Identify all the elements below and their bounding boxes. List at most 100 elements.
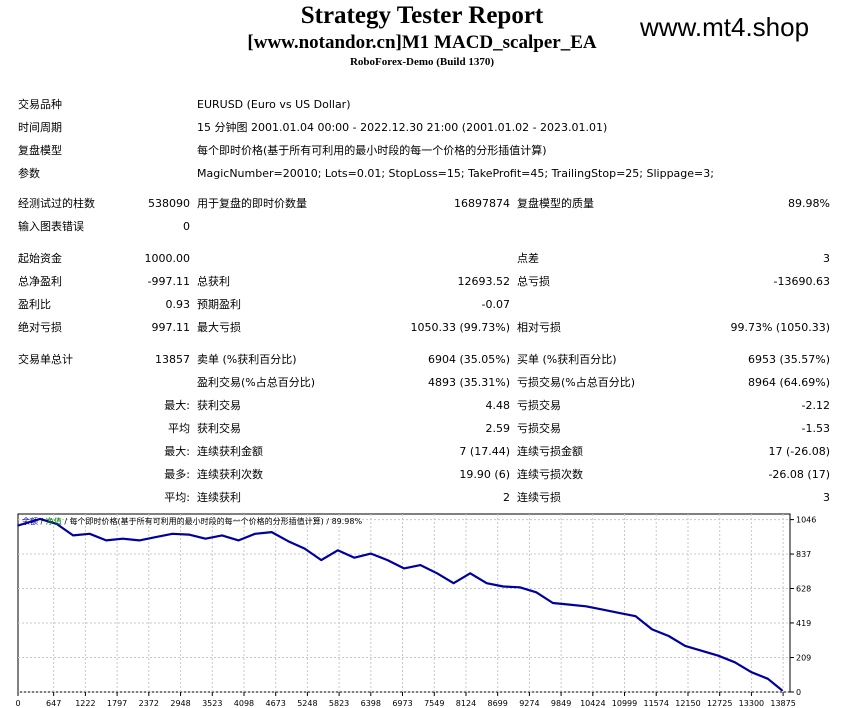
balance-point	[270, 531, 273, 533]
balance-point	[72, 534, 74, 537]
x-tick-label: 12725	[707, 699, 732, 708]
ticks-label: 用于复盘的即时价数量	[197, 197, 307, 210]
expected-payoff-label: 预期盈利	[197, 298, 241, 311]
avg2-label: 平均:	[164, 491, 190, 504]
balance-point	[684, 645, 687, 647]
max-cons-profit-label: 连续获利次数	[197, 468, 263, 481]
balance-point	[585, 605, 587, 608]
legend-description: / 每个即时价格(基于所有可利用的最小时段的每一个价格的分形插值计算) / 89…	[62, 516, 363, 526]
max-label: 最大:	[164, 445, 190, 458]
balance-point	[750, 671, 753, 674]
balance-chart: 余额 / 净值 / 每个即时价格(基于所有可利用的最小时段的每一个价格的分形插值…	[15, 513, 816, 708]
errors-value: 0	[183, 220, 190, 233]
x-tick-label: 1222	[75, 699, 95, 708]
profit-trades-label: 盈利交易(%占总百分比)	[197, 376, 316, 389]
balance-point	[552, 602, 554, 604]
max-drawdown-label: 最大亏损	[197, 321, 241, 334]
profit-factor-label: 盈利比	[18, 298, 51, 311]
gross-profit-label: 总获利	[197, 275, 230, 288]
legend-equity: 净值	[46, 516, 62, 526]
quality-label: 复盘模型的质量	[517, 197, 594, 210]
balance-point	[105, 539, 108, 542]
balance-point	[39, 518, 41, 520]
spread-value: 3	[823, 252, 830, 265]
y-tick-label: 419	[796, 619, 811, 628]
balance-point	[634, 615, 637, 617]
max-cons-wins-value: 7 (17.44)	[459, 445, 510, 458]
params-value: MagicNumber=20010; Lots=0.01; StopLoss=1…	[197, 167, 714, 180]
balance-point	[781, 689, 783, 692]
balance-point	[403, 567, 405, 570]
x-tick-label: 0	[15, 699, 20, 708]
long-trades-label: 买单 (%获利百分比)	[517, 353, 617, 366]
avg-cons-losses-value: 3	[823, 491, 830, 504]
deposit-label: 起始资金	[18, 252, 62, 265]
net-profit-label: 总净盈利	[18, 275, 62, 288]
x-tick-label: 11574	[643, 699, 668, 708]
total-trades-label: 交易单总计	[18, 353, 73, 366]
x-tick-label: 2372	[139, 699, 159, 708]
x-tick-label: 4673	[266, 699, 286, 708]
avg-loss-value: -1.53	[801, 422, 830, 435]
max-cons-wins-label: 连续获利金额	[197, 445, 263, 458]
symbol-label: 交易品种	[18, 98, 62, 111]
x-tick-label: 3523	[202, 699, 222, 708]
symbol-value: EURUSD (Euro vs US Dollar)	[197, 98, 351, 111]
avg-cons-wins-label: 连续获利	[197, 491, 241, 504]
x-tick-label: 13875	[770, 699, 795, 708]
spread-label: 点差	[517, 252, 539, 265]
max-cons-profit-value: 19.90 (6)	[459, 468, 510, 481]
abs-drawdown-label: 绝对亏损	[18, 321, 62, 334]
balance-point	[254, 532, 256, 535]
y-tick-label: 628	[796, 584, 811, 593]
model-value: 每个即时价格(基于所有可利用的最小时段的每一个价格的分形插值计算)	[197, 144, 547, 157]
y-tick-label: 209	[796, 654, 811, 663]
balance-point	[353, 556, 356, 559]
period-label: 时间周期	[18, 121, 62, 134]
balance-point	[287, 540, 290, 542]
errors-label: 输入图表错误	[18, 220, 84, 233]
bars-label: 经测试过的柱数	[18, 197, 95, 210]
balance-point	[370, 552, 372, 555]
largest-label: 最大:	[164, 399, 190, 412]
report-title: Strategy Tester Report	[300, 2, 544, 29]
balance-point	[734, 661, 736, 664]
rel-drawdown-label: 相对亏损	[517, 321, 561, 334]
y-tick-label: 1046	[796, 516, 816, 525]
largest-loss-value: -2.12	[801, 399, 830, 412]
chart-marks	[17, 517, 783, 692]
gross-profit-value: 12693.52	[457, 275, 511, 288]
x-tick-label: 10999	[612, 699, 637, 708]
balance-point	[452, 582, 455, 585]
avg-loss-label: 亏损交易	[517, 422, 561, 435]
long-trades-value: 6953 (35.57%)	[747, 353, 830, 366]
avg-profit-label: 获利交易	[197, 422, 241, 435]
server-build: RoboForex-Demo (Build 1370)	[349, 56, 494, 68]
x-tick-label: 12150	[675, 699, 700, 708]
balance-point	[436, 572, 438, 575]
total-trades-value: 13857	[155, 353, 190, 366]
balance-point	[188, 533, 190, 536]
gross-loss-value: -13690.63	[773, 275, 830, 288]
balance-point	[717, 654, 720, 657]
deposit-value: 1000.00	[144, 252, 191, 265]
balance-point	[618, 612, 620, 614]
balance-point	[469, 572, 471, 575]
x-tick-label: 13300	[739, 699, 764, 708]
avg-profit-value: 2.59	[485, 422, 511, 435]
x-tick-label: 9274	[519, 699, 539, 708]
short-trades-label: 卖单 (%获利百分比)	[197, 353, 297, 366]
most-label: 最多:	[164, 468, 190, 481]
max-cons-losses-value: 17 (-26.08)	[768, 445, 830, 458]
max-drawdown-value: 1050.33 (99.73%)	[410, 321, 510, 334]
balance-point	[303, 547, 306, 550]
avg-cons-losses-label: 连续亏损	[517, 491, 561, 504]
x-tick-label: 5248	[297, 699, 317, 708]
chart-frame	[17, 513, 791, 693]
balance-point	[386, 559, 389, 561]
balance-point	[485, 582, 488, 585]
balance-point	[700, 649, 703, 652]
x-tick-label: 10424	[580, 699, 605, 708]
y-tick-label: 837	[796, 550, 811, 559]
balance-point	[519, 586, 521, 589]
